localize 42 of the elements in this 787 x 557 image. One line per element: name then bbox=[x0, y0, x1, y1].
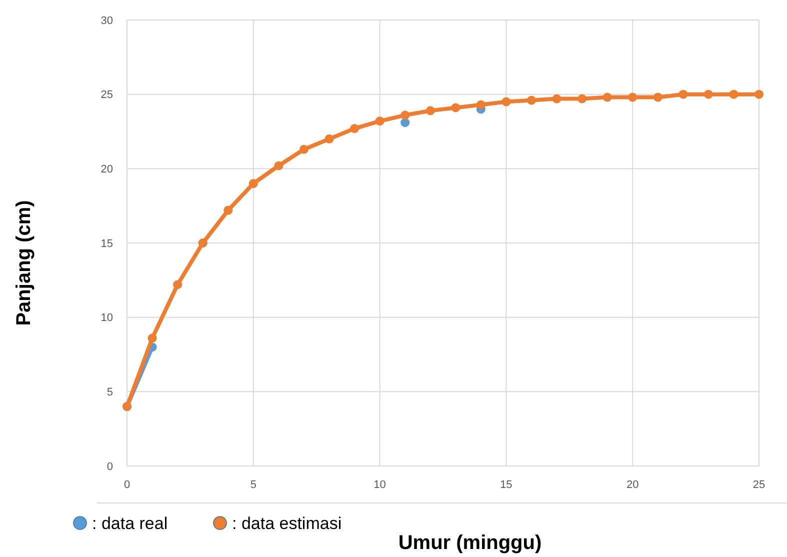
y-tick-label: 5 bbox=[106, 386, 113, 399]
y-tick-label: 10 bbox=[100, 312, 113, 324]
point bbox=[248, 179, 258, 188]
point bbox=[502, 97, 511, 106]
point bbox=[602, 92, 612, 102]
point bbox=[173, 280, 182, 290]
point bbox=[552, 94, 562, 104]
x-tick-label: 20 bbox=[626, 479, 639, 491]
point bbox=[704, 90, 713, 99]
point bbox=[400, 110, 410, 120]
legend-label: : data estimasi bbox=[232, 514, 342, 533]
point bbox=[274, 161, 284, 170]
point bbox=[578, 94, 587, 104]
x-tick-label: 25 bbox=[752, 479, 766, 491]
x-tick-label: 5 bbox=[250, 479, 256, 491]
point bbox=[224, 206, 233, 215]
point bbox=[476, 100, 486, 110]
point bbox=[148, 334, 157, 343]
legend-label: : data real bbox=[92, 514, 168, 533]
y-tick-label: 15 bbox=[100, 238, 113, 250]
point bbox=[324, 134, 334, 144]
y-tick-label: 25 bbox=[100, 89, 113, 102]
point bbox=[451, 103, 460, 112]
point bbox=[400, 118, 410, 128]
y-axis-title: Panjang (cm) bbox=[13, 200, 35, 326]
y-tick-label: 30 bbox=[100, 14, 113, 27]
point bbox=[653, 92, 662, 102]
x-axis-title: Umur (minggu) bbox=[398, 532, 542, 554]
y-tick-label: 20 bbox=[100, 164, 113, 176]
point bbox=[628, 92, 638, 102]
point bbox=[678, 90, 688, 99]
point bbox=[299, 144, 308, 154]
point bbox=[526, 96, 536, 105]
point bbox=[729, 90, 738, 99]
point bbox=[375, 116, 384, 126]
point bbox=[426, 106, 435, 116]
y-tick-label: 0 bbox=[106, 460, 113, 473]
x-tick-label: 0 bbox=[124, 479, 130, 491]
point bbox=[350, 124, 360, 134]
x-tick-label: 10 bbox=[374, 479, 386, 491]
point bbox=[754, 90, 764, 99]
x-tick-label: 15 bbox=[500, 479, 512, 491]
